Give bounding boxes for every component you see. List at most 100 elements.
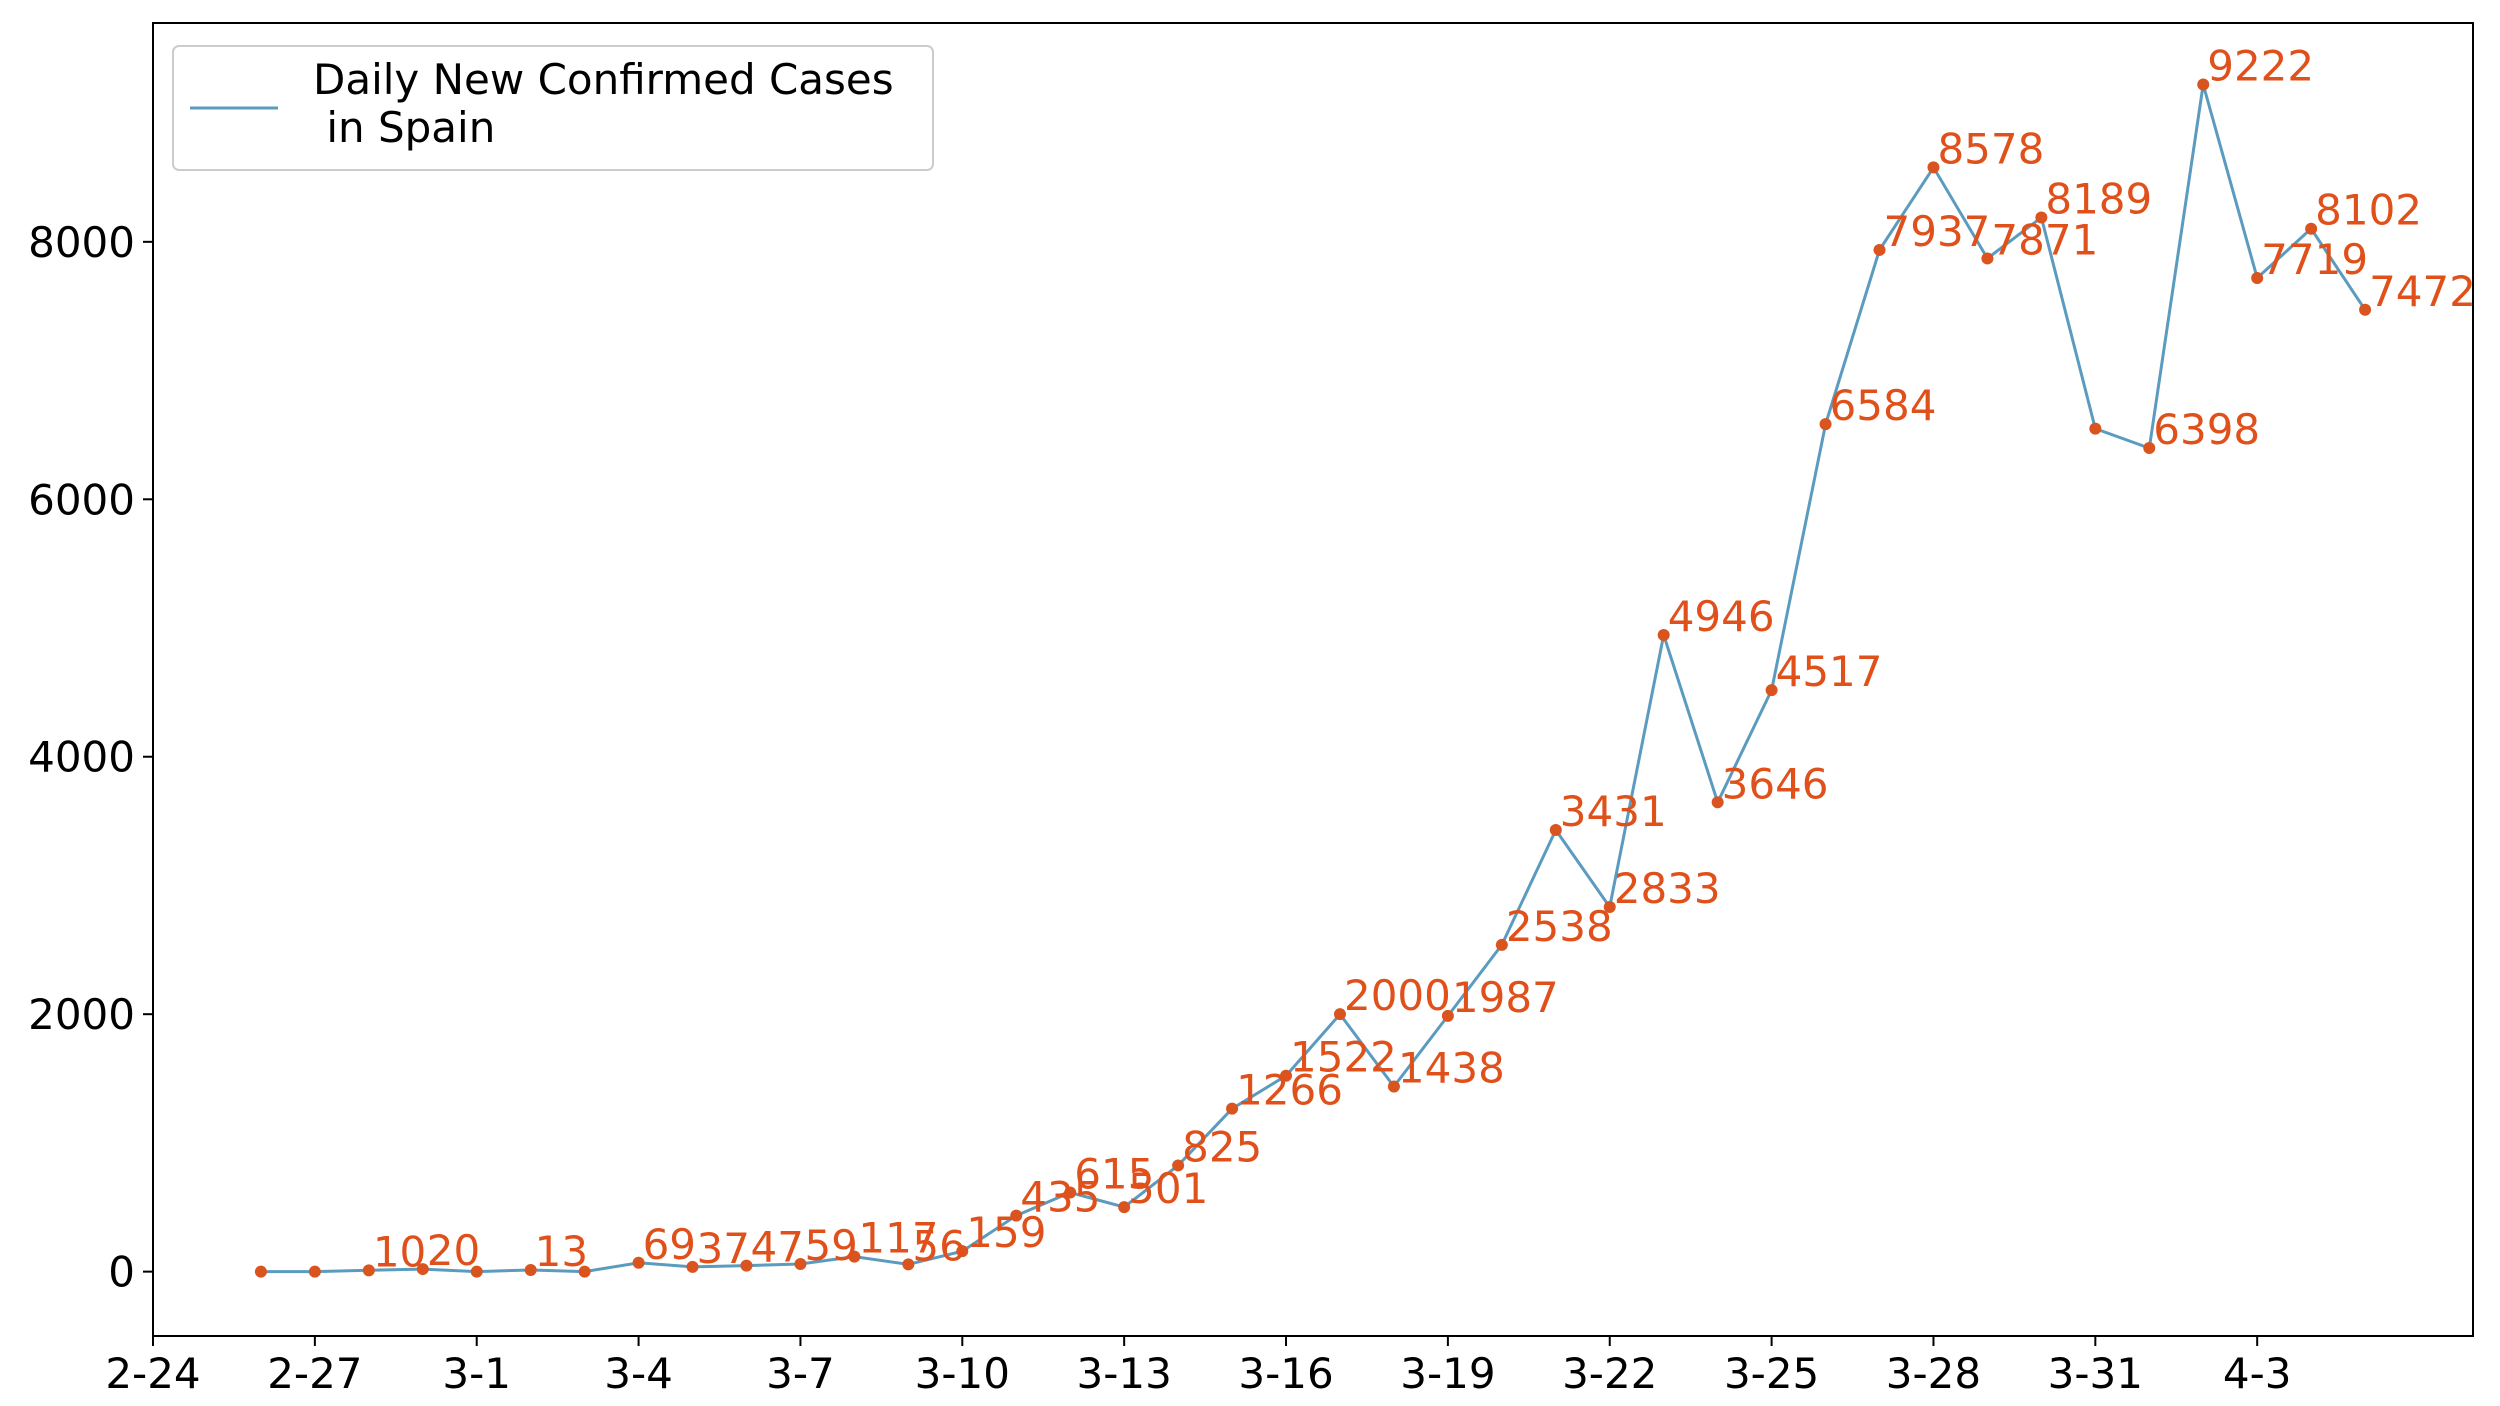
data-point (254, 1265, 267, 1278)
data-point (1765, 684, 1778, 697)
axes: 0 2000 4000 6000 8000 2-24 2-27 3-1 3-4 3-7 3-10 3-… (28, 22, 2474, 1398)
data-point (308, 1265, 321, 1278)
legend: Daily New Confirmed Cases in Spain (172, 45, 934, 171)
data-point (1010, 1209, 1023, 1222)
data-point (794, 1258, 807, 1271)
data-point (1657, 628, 1670, 641)
x-tick-label: 2-27 (267, 1349, 362, 1398)
data-point (902, 1258, 915, 1271)
data-label: 7871 (1991, 215, 2098, 264)
x-tick-label: 3-1 (442, 1349, 511, 1398)
plot-frame (152, 22, 2474, 1337)
data-point (1172, 1159, 1185, 1172)
legend-label-line-1: Daily New Confirmed Cases (313, 55, 894, 104)
x-tick-label: 3-19 (1400, 1349, 1495, 1398)
data-label: 10 (373, 1227, 426, 1276)
data-point (2251, 272, 2264, 285)
data-label: 9222 (2207, 42, 2314, 91)
data-point (1873, 243, 1886, 256)
data-label: 1522 (1290, 1033, 1397, 1082)
x-tick-label: 2-24 (105, 1349, 200, 1398)
data-label: 59 (804, 1221, 857, 1270)
y-tick-label: 6000 (28, 475, 135, 524)
data-point (470, 1265, 483, 1278)
data-label: 8189 (2045, 175, 2152, 224)
data-label: 13 (535, 1227, 588, 1276)
data-point (1226, 1102, 1239, 1115)
data-point (632, 1256, 645, 1269)
data-label: 435 (1020, 1173, 1100, 1222)
data-label: 4946 (1668, 592, 1775, 641)
data-label: 8102 (2315, 186, 2422, 235)
data-label: 825 (1182, 1122, 1262, 1171)
y-tick-label: 0 (108, 1248, 135, 1297)
data-point (848, 1250, 861, 1263)
x-tick-label: 3-31 (2048, 1349, 2143, 1398)
x-tick-label: 3-4 (604, 1349, 673, 1398)
data-label: 69 (643, 1220, 696, 1269)
data-point (1819, 418, 1832, 431)
data-label: 2833 (1614, 864, 1721, 913)
data-label: 56 (912, 1221, 965, 1270)
data-point (1495, 938, 1508, 951)
data-point (416, 1263, 429, 1276)
data-label: 20 (427, 1226, 480, 1275)
data-label: 3431 (1560, 787, 1667, 836)
data-label: 1438 (1398, 1044, 1505, 1093)
data-label: 47 (750, 1223, 803, 1272)
data-point (1603, 900, 1616, 913)
data-label: 4517 (1776, 647, 1883, 696)
data-point (1441, 1009, 1454, 1022)
data-point (2089, 422, 2102, 435)
data-label: 7719 (2261, 235, 2368, 284)
data-point (1549, 823, 1562, 836)
data-label: 7937 (1884, 207, 1991, 256)
data-label: 1987 (1452, 973, 1559, 1022)
data-point (1927, 161, 1940, 174)
data-point (578, 1265, 591, 1278)
data-point (2035, 211, 2048, 224)
data-point (362, 1264, 375, 1277)
data-point (740, 1259, 753, 1272)
data-label: 37 (697, 1224, 750, 1273)
data-label: 8578 (1937, 124, 2044, 173)
data-point (1333, 1008, 1346, 1021)
x-tick-label: 3-7 (766, 1349, 835, 1398)
data-point (1387, 1080, 1400, 1093)
data-point (956, 1245, 969, 1258)
data-label: 7472 (2369, 267, 2476, 316)
data-point (1064, 1186, 1077, 1199)
legend-box (172, 45, 934, 171)
y-tick-label: 2000 (28, 990, 135, 1039)
y-tick-label: 8000 (28, 218, 135, 267)
data-point (686, 1260, 699, 1273)
data-label: 159 (966, 1208, 1046, 1257)
data-label: 3646 (1722, 759, 1829, 808)
data-label: 501 (1128, 1164, 1208, 1213)
legend-label-line-2: in Spain (313, 103, 495, 152)
series-line (260, 84, 2367, 1274)
y-tick-label: 4000 (28, 733, 135, 782)
x-tick-label: 3-25 (1724, 1349, 1819, 1398)
data-label: 6398 (2153, 405, 2260, 454)
x-tick-label: 3-16 (1238, 1349, 1333, 1398)
data-point (524, 1263, 537, 1276)
data-point (2359, 303, 2372, 316)
data-label: 2538 (1506, 902, 1613, 951)
data-label: 2000 (1344, 971, 1451, 1020)
x-tick-label: 4-3 (2223, 1349, 2292, 1398)
data-label: 1266 (1236, 1066, 1343, 1115)
data-label: 6584 (1830, 381, 1937, 430)
data-label: 615 (1074, 1149, 1154, 1198)
data-point (2305, 222, 2318, 235)
data-point (2197, 78, 2210, 91)
data-point (2143, 442, 2156, 455)
data-label: 117 (858, 1214, 938, 1263)
series-layer (254, 78, 2372, 1278)
data-point (1711, 796, 1724, 809)
data-point (1118, 1201, 1131, 1214)
data-point (1280, 1069, 1293, 1082)
x-tick-label: 3-22 (1562, 1349, 1657, 1398)
